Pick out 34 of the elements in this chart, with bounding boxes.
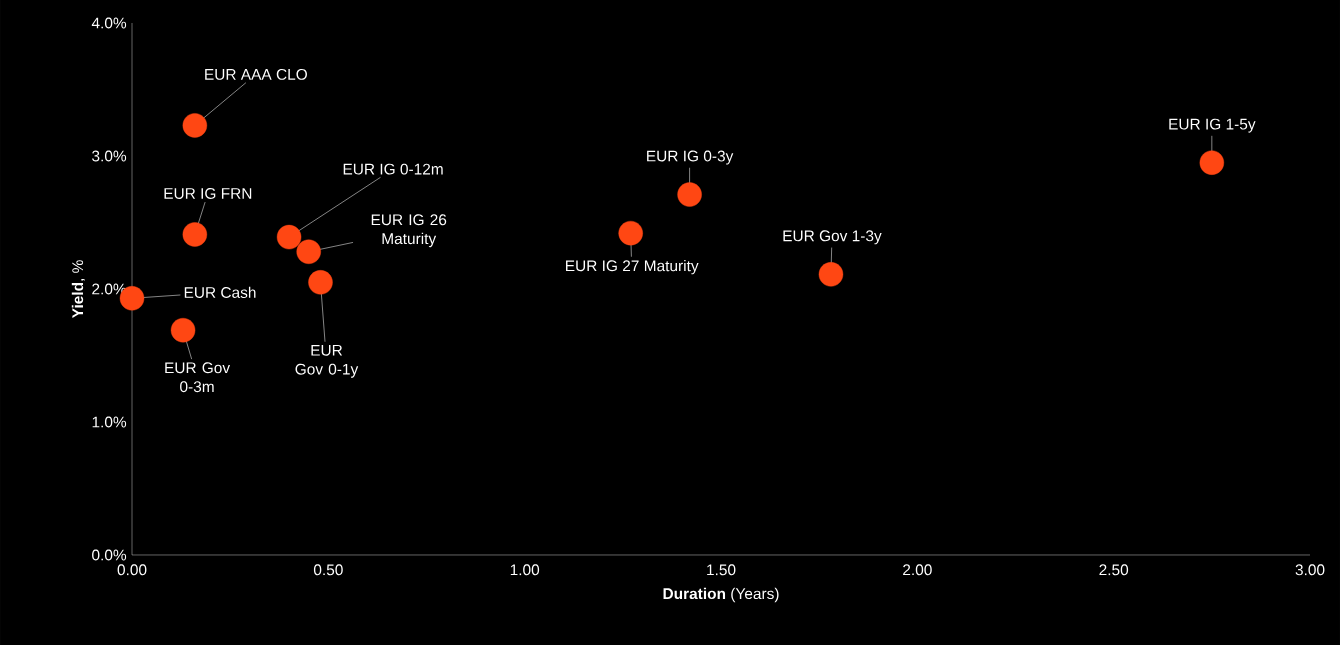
point xyxy=(677,182,702,207)
x-tick-label: 1.00 xyxy=(510,564,540,576)
x-tick-label: 2.50 xyxy=(1099,564,1129,576)
point xyxy=(618,220,643,246)
x-tick-label: 3.00 xyxy=(1295,564,1325,576)
x-tick-label: 2.00 xyxy=(903,564,932,576)
y-tick-label: 1.0% xyxy=(92,416,127,428)
x-tick-label: 0.00 xyxy=(117,564,147,576)
point xyxy=(818,262,844,287)
point xyxy=(182,113,208,138)
annotation: EUR Cash xyxy=(184,286,256,298)
point xyxy=(1199,150,1225,175)
annotation: EUR IG 26 Maturity xyxy=(371,214,447,248)
annotation: EUR AAA CLO xyxy=(205,68,307,80)
y-tick-label: 4.0% xyxy=(91,17,127,29)
x-tick-label: 0.50 xyxy=(313,564,343,576)
annotation: EUR IG FRN xyxy=(164,187,252,199)
point xyxy=(308,270,333,295)
annotation: EUR IG 27 Maturity xyxy=(566,259,699,275)
y-tick-label: 3.0% xyxy=(92,150,127,162)
annotation: EUR IG 0-12m xyxy=(343,163,443,175)
x-axis-title: Duration (Years) xyxy=(663,587,779,603)
annotation: EUR IG 0-3y xyxy=(647,150,734,165)
annotation: EUR Gov 0-3m xyxy=(165,362,231,393)
annotation: EUR Gov 0-1y xyxy=(295,344,359,378)
point xyxy=(182,222,208,247)
point xyxy=(296,239,321,264)
annotation: EUR IG 1-5y xyxy=(1169,118,1256,133)
x-tick-label: 1.50 xyxy=(707,564,736,576)
y-tick-label: 0.0% xyxy=(92,549,127,561)
y-axis-title: Yield, % xyxy=(71,260,85,319)
annotation: EUR Gov 1-3y xyxy=(783,230,882,245)
point xyxy=(276,224,302,250)
point xyxy=(170,318,196,343)
